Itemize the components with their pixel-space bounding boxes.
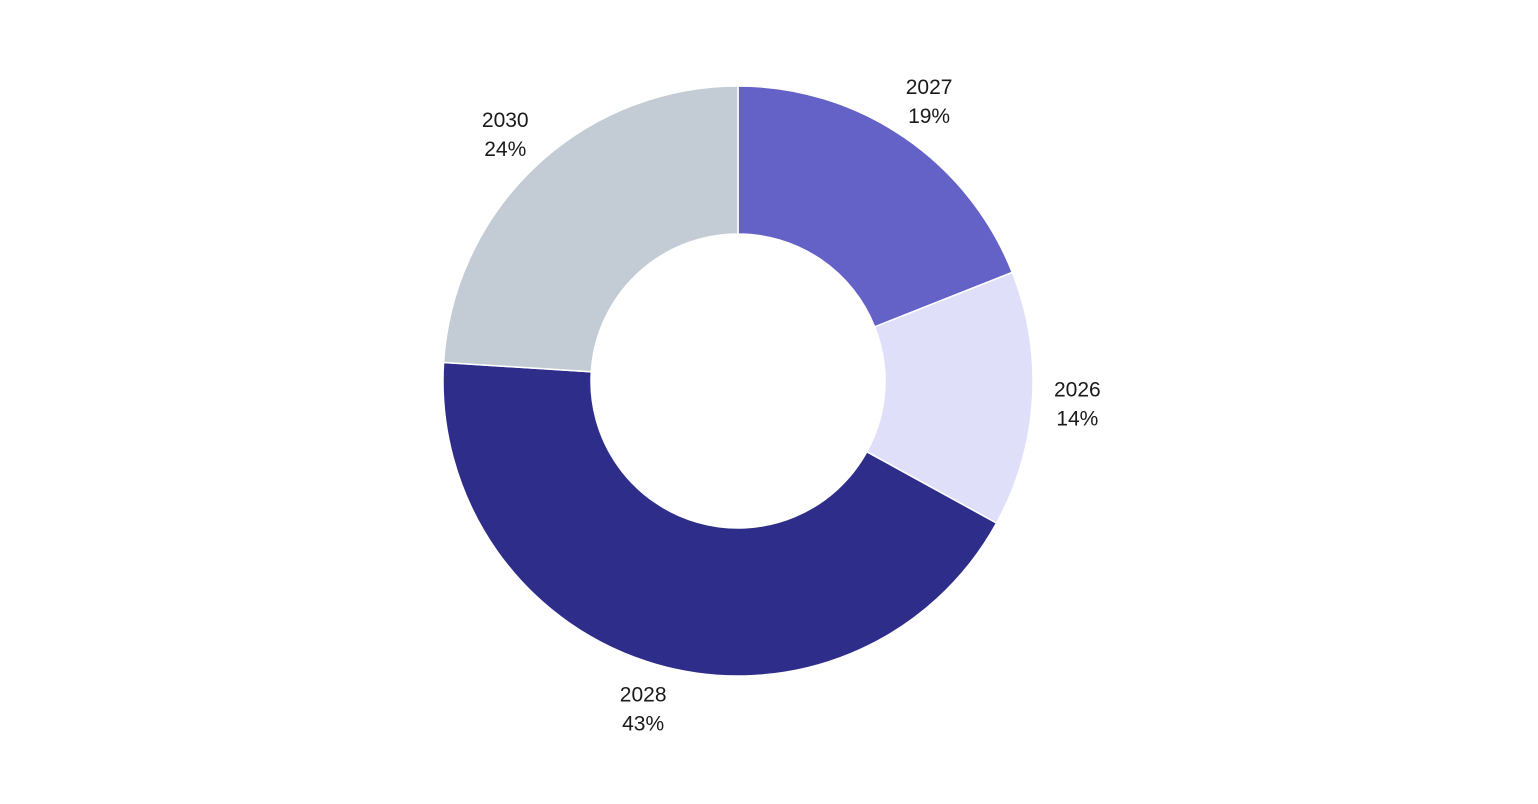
slice-label-2026: 2026 14% xyxy=(1054,378,1101,430)
slice-label-year: 2027 xyxy=(906,76,953,99)
slice-label-percent: 24% xyxy=(484,138,526,161)
donut-slice-2027 xyxy=(737,85,1014,328)
slice-label-percent: 43% xyxy=(622,712,664,735)
slice-label-percent: 14% xyxy=(1056,407,1098,430)
slice-label-2028: 2028 43% xyxy=(620,683,667,735)
slice-label-year: 2030 xyxy=(482,109,529,132)
donut-slice-2026 xyxy=(865,271,1034,525)
slice-label-year: 2026 xyxy=(1054,378,1101,401)
donut-slice-2028 xyxy=(442,361,998,677)
slice-label-percent: 19% xyxy=(908,105,950,128)
slices-layer xyxy=(442,85,1034,677)
labels-layer: 2027 19% 2026 14% 2028 43% 2030 24% xyxy=(482,76,1101,736)
slice-label-2030: 2030 24% xyxy=(482,109,529,161)
slice-label-year: 2028 xyxy=(620,683,667,706)
donut-slice-2030 xyxy=(442,85,739,373)
slice-label-2027: 2027 19% xyxy=(906,76,953,128)
